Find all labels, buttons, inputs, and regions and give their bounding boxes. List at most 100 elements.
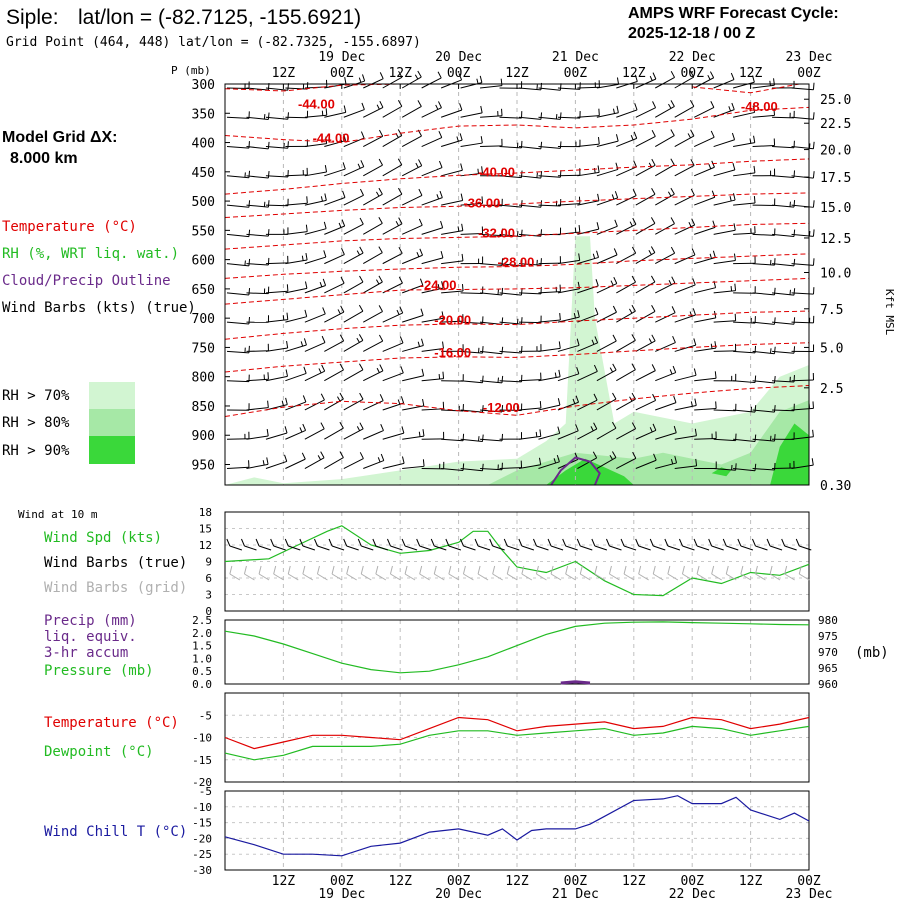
wind-barb [752,434,776,442]
wind-barb [713,132,736,148]
wind-barb [674,218,696,235]
wind-barb [616,422,637,440]
wind-barb-shaft [265,347,288,352]
wind-barb [304,393,325,411]
pressure-tick-label: 970 [818,646,838,659]
barb-shaft [726,573,737,581]
wind-barb-flag [343,105,347,113]
legend-cloud: Cloud/Precip Outline [2,273,171,289]
wind-barb-shaft [285,231,308,235]
wind-barb [616,74,638,89]
barb-shaft [331,573,343,581]
wind-barb [499,111,523,119]
wind-barb-flag [323,221,327,229]
wind-barb [499,432,523,440]
wind-barb-shaft [441,438,464,442]
wind-barb-shaft [674,435,697,440]
wind-barb-flag [632,189,637,196]
top-date-label: 19 Dec [318,50,365,65]
wind-barb-shaft [791,379,814,382]
barb-shaft [667,545,681,551]
barb-shaft [565,545,578,551]
wind-barb-shaft [480,468,503,471]
wind-barb-flag [380,453,385,461]
wind-barb [246,112,270,120]
wind-barb [538,112,562,120]
wind-barb-shaft [382,432,405,440]
wind-barb [655,395,677,411]
wind-barb-shaft [674,135,695,147]
wind-barb-shaft [694,226,716,235]
wind-barb-shaft [752,468,775,471]
bottom-time-tick: 12Z [388,874,412,889]
barb-shaft [580,573,591,581]
wind-barb [557,338,580,352]
wind-barb-flag [401,456,405,464]
top-time-tick: 12Z [622,66,646,81]
barb-flag [769,565,773,575]
wind-barb [304,165,328,177]
wind-barb-flag [266,429,269,437]
wind-barb-shaft [343,369,364,382]
wind-barb-flag [632,217,637,225]
wind-barb [480,346,504,355]
wind-barb-shaft [304,143,327,148]
wind-barb-shaft [382,372,404,382]
wind-barb-flag [361,102,365,110]
wind-barb [441,193,464,206]
wind-barb-shaft [363,193,383,206]
wind-barb-flag [539,429,542,437]
barb-flag [533,538,537,547]
wind-barb [363,72,384,89]
wind-barb-shaft [246,204,269,208]
barb-shaft [375,545,389,551]
wind-barb-shaft [499,146,522,149]
wind-barb [655,425,677,440]
wind-barb [694,310,717,323]
wind-barb [480,78,503,89]
wind-barb [402,459,425,470]
wind-barb-shaft [674,374,697,382]
wind-barb-shaft [752,145,775,148]
wind-barb-flag [320,196,323,202]
wind-barb [363,305,383,323]
wind-barb [518,112,543,120]
wind-barb-shaft [655,106,675,118]
wind-barb-shaft [441,260,464,265]
wind-barb [635,101,657,118]
wind-barb-flag [262,460,265,466]
wind-barb [694,160,715,177]
barb-flag [576,538,581,547]
wind-barb-flag [379,72,384,79]
wind-barb [694,371,717,382]
wind-barb-flag [793,317,796,325]
wind-barb-shaft [226,263,249,267]
pressure-tick-label: 450 [192,166,215,181]
surface-wind-barb-true [255,538,272,551]
wind-barb-shaft [460,438,483,443]
wind-barb-shaft [382,135,403,147]
wind-barb-flag [301,452,306,460]
wind-barb-shaft [480,233,503,237]
surface-wind-barb-grid [346,565,357,581]
wind-barb-flag [753,165,756,173]
pressure-tick-label: 300 [192,78,215,93]
wind-barb-shaft [285,401,307,411]
wind-barb-flag [359,452,364,459]
wind-barb [401,70,422,89]
wind-barb-flag [422,398,425,407]
legend-wind-chill: Wind Chill T (°C) [44,824,187,840]
wind-barb [304,422,325,440]
wind-barb-flag [356,337,360,343]
wind-barb-shaft [363,430,384,440]
barb-shaft [448,573,460,581]
wind-barb-shaft [635,135,656,147]
wind-barb-flag [648,250,652,255]
wind-barb [226,403,250,411]
wind-barb [265,369,288,382]
wind-barb-flag [729,195,732,202]
wind-barb [246,229,270,237]
wind-barb-shaft [557,87,580,90]
wind-barb [440,133,463,148]
wind-barb-flag [438,160,443,168]
